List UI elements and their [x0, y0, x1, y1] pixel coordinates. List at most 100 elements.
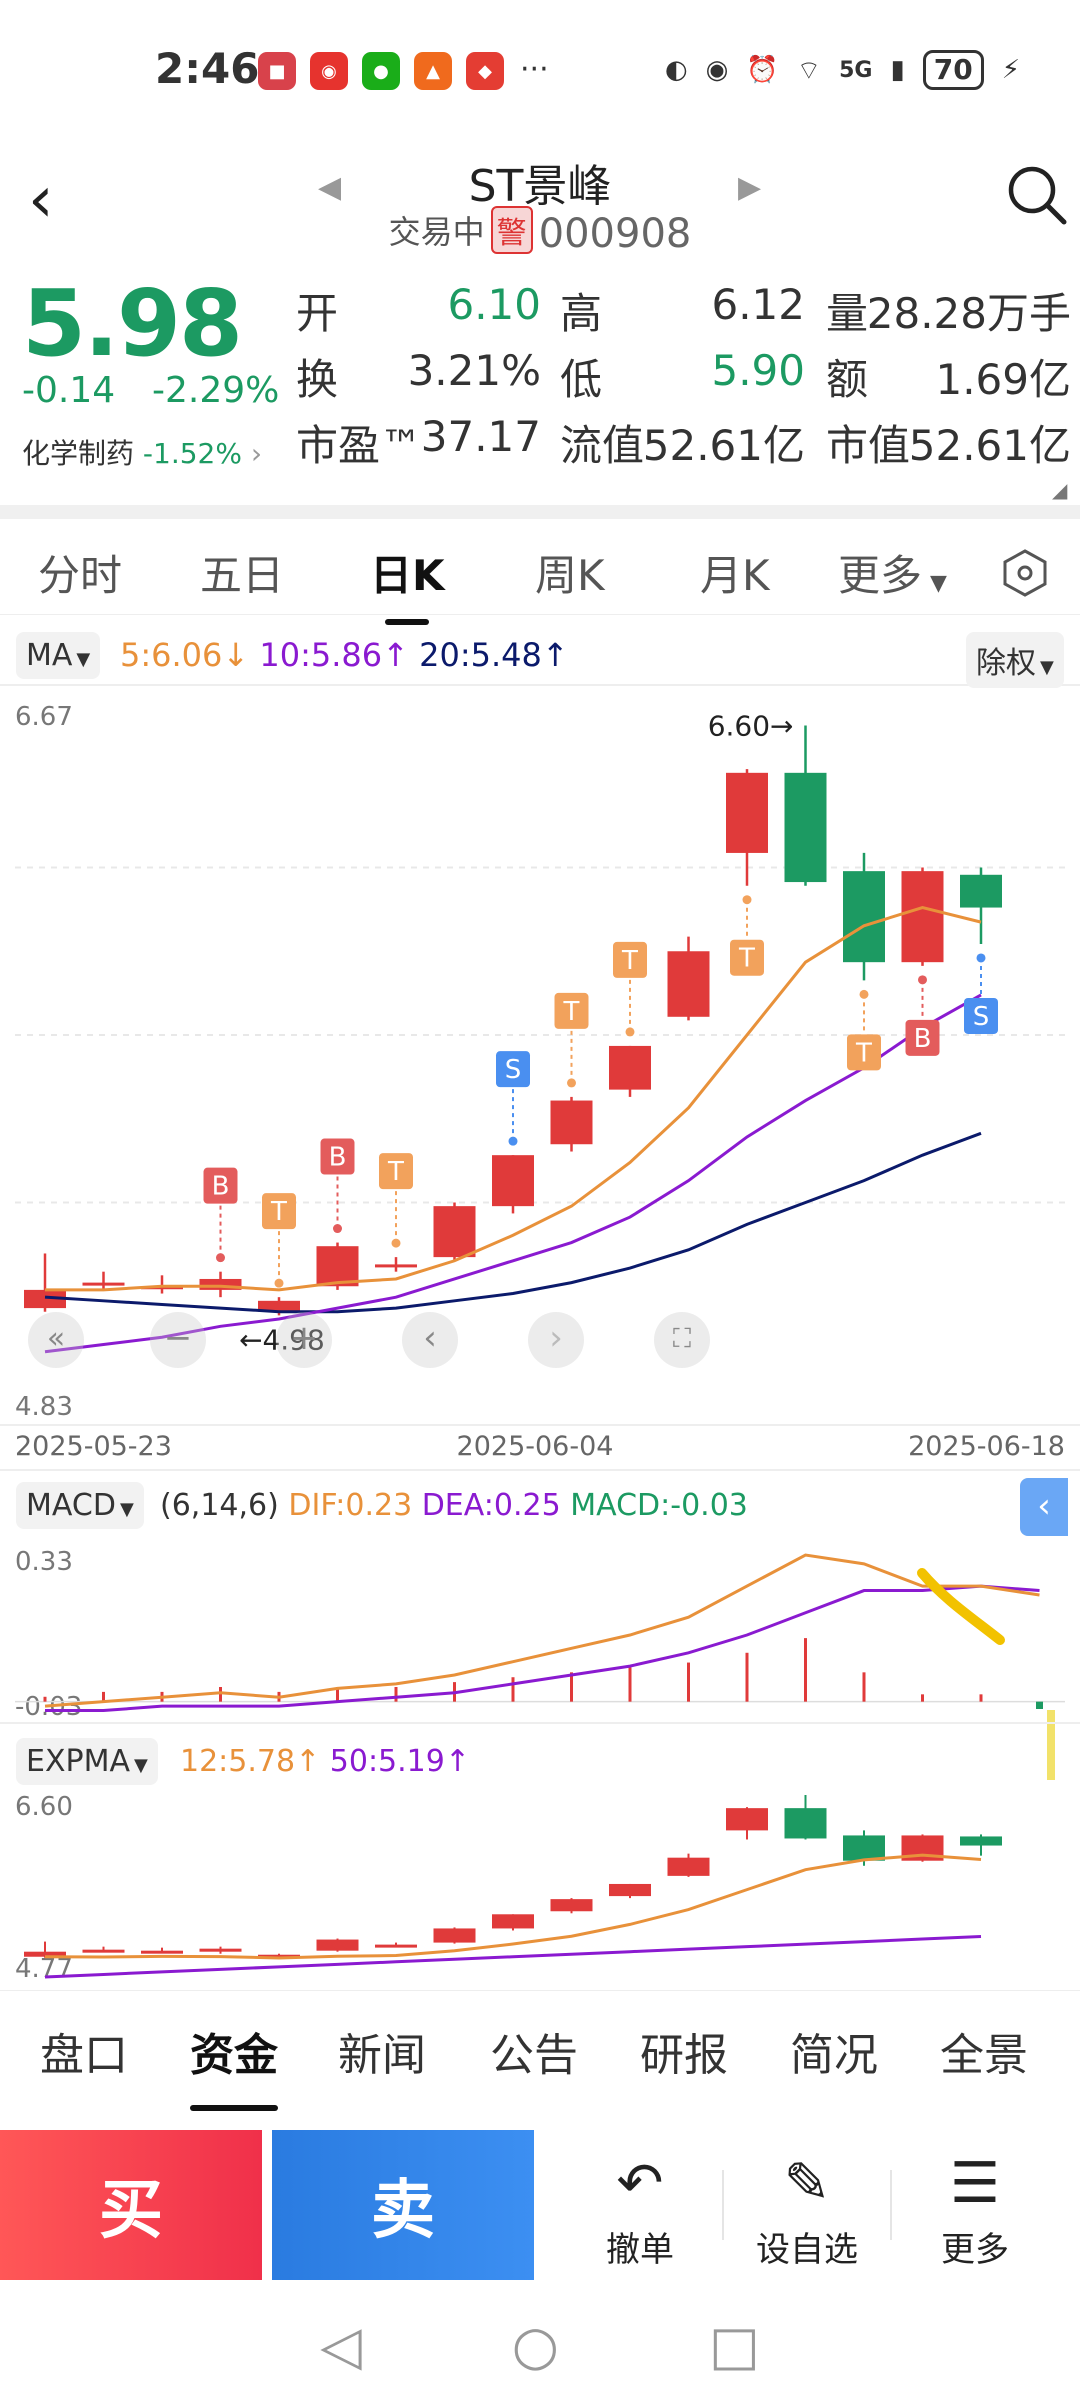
- quote-value: 3.21%: [407, 346, 541, 395]
- tab-monthly-k[interactable]: 月K: [700, 551, 770, 600]
- quote-cell: 市值 52.61亿: [826, 412, 1071, 473]
- scroll-left-button[interactable]: ‹: [402, 1312, 458, 1368]
- action-bar: 买 卖 ↶ 撤单 ✎ 设自选 ☰ 更多: [0, 2130, 1080, 2280]
- home-circle-icon[interactable]: ○: [511, 2313, 559, 2377]
- signal-dot: [567, 1078, 576, 1088]
- signal-marker: [613, 941, 647, 978]
- trading-state: 交易中: [388, 213, 485, 251]
- tab-weekly-k[interactable]: 周K: [535, 551, 605, 600]
- expma-candle-body: [258, 1954, 300, 1958]
- tab-order-book[interactable]: 盘口: [40, 2030, 128, 2081]
- quote-label: 高: [560, 289, 603, 338]
- candle-body: [375, 1264, 417, 1268]
- kline-chart[interactable]: 6.67 4.83 2025-05-23 2025-06-04 2025-06-18 6.…: [0, 615, 1080, 1985]
- candle-body: [609, 1045, 651, 1090]
- ma-selector[interactable]: MA ▼: [16, 632, 101, 679]
- quote-label: 额: [826, 355, 869, 404]
- candle-body: [550, 1100, 593, 1145]
- candle-body: [960, 874, 1002, 908]
- candle-body: [843, 871, 885, 963]
- collapse-panel-button[interactable]: ‹: [1020, 1478, 1068, 1536]
- ma5-line: [45, 905, 982, 1292]
- scroll-right-button[interactable]: ›: [528, 1312, 584, 1368]
- warning-badge: 警: [490, 206, 533, 254]
- charging-icon: ⚡: [1001, 55, 1020, 85]
- expma-candle-body: [667, 1857, 710, 1876]
- stock-header: ‹ ◀ ▶ ST景峰 交易中警 000908: [0, 140, 1080, 270]
- signal-label: B: [914, 1024, 932, 1054]
- divider: [722, 2170, 724, 2240]
- prev-stock-icon[interactable]: ◀: [318, 170, 342, 205]
- tab-funds[interactable]: 资金: [190, 2019, 278, 2111]
- back-arrow-icon[interactable]: ‹: [28, 163, 54, 237]
- signal-label: B: [329, 1143, 347, 1173]
- fullscreen-button[interactable]: ⛶: [654, 1312, 710, 1368]
- chevron-right-icon: ›: [250, 437, 263, 470]
- quote-value: 52.61亿: [908, 421, 1071, 470]
- last-price: 5.98: [22, 270, 243, 377]
- back-triangle-icon[interactable]: ◁: [320, 2313, 362, 2377]
- scroll-start-button[interactable]: «: [28, 1312, 84, 1368]
- quote-panel: 5.98 -0.14 -2.29% 化学制药 -1.52% › 开 6.10 高 6.…: [0, 270, 1080, 505]
- expma12-line: [44, 1853, 982, 1960]
- buy-button[interactable]: 买: [0, 2130, 262, 2280]
- candle-body: [24, 1289, 66, 1309]
- expma-candle-body: [433, 1928, 476, 1943]
- app-notification-icon: ■: [258, 52, 296, 90]
- search-icon[interactable]: [1004, 162, 1068, 226]
- adjust-selector[interactable]: 除权 ▼: [966, 632, 1064, 688]
- quote-label: 市值: [826, 421, 911, 470]
- x-label-mid: 2025-06-04: [457, 1431, 614, 1462]
- signal-marker: [203, 1167, 238, 1204]
- expma-selector[interactable]: EXPMA ▼: [16, 1738, 158, 1785]
- tab-minute[interactable]: 分时: [38, 551, 123, 600]
- tab-five-day[interactable]: 五日: [200, 551, 285, 600]
- tab-overview[interactable]: 全景: [940, 2030, 1028, 2081]
- menu-icon: ☰: [949, 2151, 1001, 2216]
- app-notification-icon: ▲: [414, 52, 452, 90]
- expma-candle-body: [82, 1949, 125, 1953]
- signal-marker: [320, 1138, 355, 1175]
- quote-value: 52.61亿: [642, 421, 805, 470]
- system-nav-bar: ◁ ○ □: [0, 2290, 1080, 2400]
- signal-marker: [554, 992, 589, 1029]
- macd-selector[interactable]: MACD ▼: [16, 1482, 144, 1529]
- status-time: 2:46: [155, 44, 260, 93]
- settings-hexagon-icon[interactable]: [1000, 548, 1050, 598]
- tab-announcements[interactable]: 公告: [490, 2030, 578, 2081]
- ma5-value: 5:6.06: [120, 636, 223, 674]
- expma-y-top: 6.60: [15, 1792, 73, 1822]
- tab-research[interactable]: 研报: [640, 2030, 728, 2081]
- quote-label: 量: [826, 289, 869, 338]
- tab-daily-k[interactable]: 日K: [370, 542, 445, 625]
- signal-marker: [496, 1051, 530, 1088]
- zoom-in-button[interactable]: +: [276, 1312, 332, 1368]
- signal-dot: [625, 1027, 635, 1037]
- macd-y-top: 0.33: [15, 1547, 73, 1577]
- tab-more[interactable]: 更多 ▼: [838, 551, 947, 600]
- quote-label: 流值: [560, 421, 645, 470]
- recents-square-icon[interactable]: □: [708, 2313, 760, 2377]
- candle-body: [667, 951, 710, 1017]
- signal-label: T: [387, 1157, 404, 1187]
- expma-values: 12:5.78↑ 50:5.19↑: [180, 1744, 470, 1779]
- cancel-order-button[interactable]: ↶ 撤单: [565, 2148, 715, 2271]
- quote-value: 6.12: [711, 280, 805, 329]
- tab-news[interactable]: 新闻: [338, 2030, 426, 2081]
- sell-button[interactable]: 卖: [272, 2130, 534, 2280]
- signal-label: B: [212, 1172, 230, 1202]
- quote-value: 1.69亿: [935, 355, 1071, 404]
- zoom-out-button[interactable]: −: [150, 1312, 206, 1368]
- next-stock-icon[interactable]: ▶: [738, 170, 762, 205]
- sector-link[interactable]: 化学制药 -1.52% ›: [22, 432, 262, 472]
- tab-profile[interactable]: 简况: [790, 2030, 878, 2081]
- candle-body: [258, 1300, 300, 1312]
- add-watchlist-button[interactable]: ✎ 设自选: [732, 2148, 882, 2271]
- undo-icon: ↶: [616, 2151, 664, 2216]
- signal-dot: [976, 953, 986, 963]
- more-button[interactable]: ☰ 更多: [900, 2148, 1050, 2271]
- quote-value: 6.10: [447, 280, 541, 329]
- expma-candle-body: [960, 1836, 1002, 1846]
- expand-corner-icon[interactable]: ◢: [1052, 478, 1068, 502]
- period-tabs: 分时 五日 日K 周K 月K 更多 ▼: [0, 520, 1080, 625]
